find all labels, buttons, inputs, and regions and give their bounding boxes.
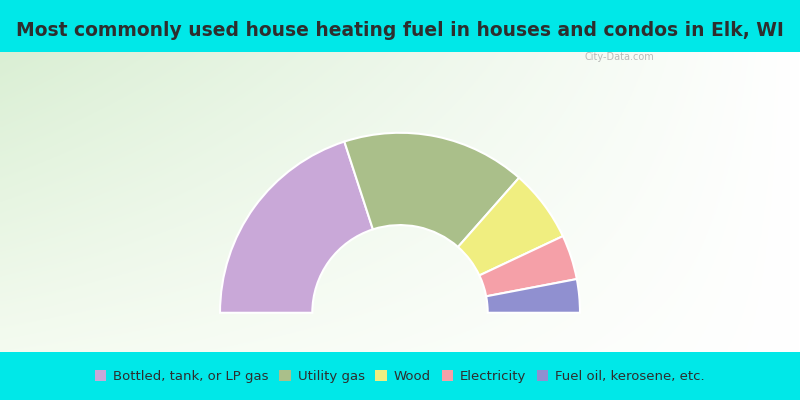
Wedge shape	[458, 178, 563, 276]
Wedge shape	[344, 133, 519, 247]
Wedge shape	[220, 142, 373, 313]
Text: City-Data.com: City-Data.com	[584, 52, 654, 62]
Wedge shape	[486, 279, 580, 313]
Legend: Bottled, tank, or LP gas, Utility gas, Wood, Electricity, Fuel oil, kerosene, et: Bottled, tank, or LP gas, Utility gas, W…	[95, 369, 705, 383]
Wedge shape	[479, 236, 577, 296]
Text: Most commonly used house heating fuel in houses and condos in Elk, WI: Most commonly used house heating fuel in…	[16, 21, 784, 40]
